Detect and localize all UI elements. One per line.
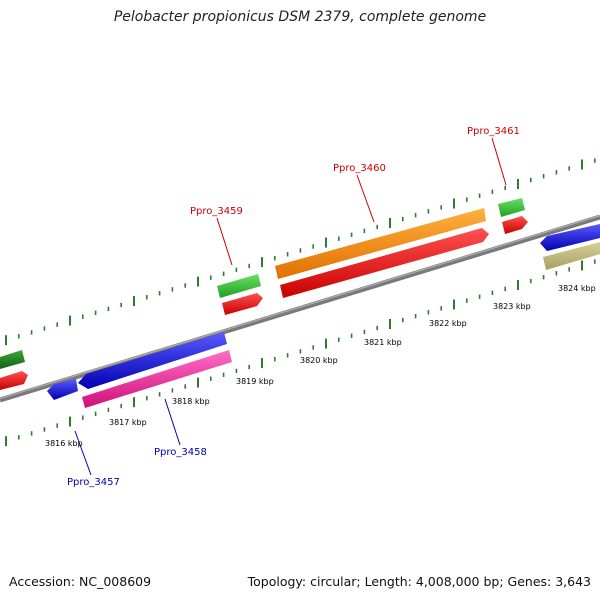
gene-feature-Ppro_3460[interactable] [275, 208, 486, 279]
coord-label-3818: 3818 kbp [172, 397, 210, 406]
coord-label-3824: 3824 kbp [558, 284, 596, 293]
gene-partial-right-khaki [543, 242, 600, 270]
gene-label-Ppro_3460[interactable]: Ppro_3460 [333, 163, 386, 174]
gene-label-Ppro_3457[interactable]: Ppro_3457 [67, 477, 120, 488]
gene-feature-Ppro_3457[interactable] [47, 379, 78, 400]
coord-label-3821: 3821 kbp [364, 338, 402, 347]
leader-line-Ppro_3459 [216, 217, 233, 266]
gene-feature-Ppro_3458[interactable] [82, 350, 232, 408]
genome-backbone [0, 214, 600, 403]
genome-backbone-highlight [0, 215, 600, 400]
gene-feature-Ppro_3459-red [222, 293, 263, 315]
gene-label-Ppro_3459[interactable]: Ppro_3459 [190, 206, 243, 217]
gene-feature-Ppro_3461-red [502, 216, 528, 234]
leader-line-Ppro_3457 [74, 430, 92, 476]
coord-label-3819: 3819 kbp [236, 377, 274, 386]
accession-text: Accession: NC_008609 [9, 574, 152, 589]
ruler-ticks-upper [5, 158, 596, 346]
ruler-ticks-lower [5, 259, 596, 447]
gene-label-Ppro_3458[interactable]: Ppro_3458 [154, 447, 207, 458]
coord-label-3820: 3820 kbp [300, 356, 338, 365]
gene-feature-Ppro_3459[interactable] [217, 274, 261, 298]
gene-partial-left-red [0, 371, 28, 390]
gene-partial-left-green [0, 350, 25, 369]
genome-title: Pelobacter propionicus DSM 2379, complet… [113, 9, 487, 25]
genome-summary-text: Topology: circular; Length: 4,008,000 bp… [247, 574, 591, 589]
gene-feature-Ppro_3460-red [280, 228, 489, 298]
gene-feature-blue-long[interactable] [78, 332, 227, 389]
leader-line-Ppro_3460 [356, 174, 375, 223]
coord-label-3822: 3822 kbp [429, 319, 467, 328]
leader-line-Ppro_3458 [164, 398, 181, 446]
gene-label-Ppro_3461[interactable]: Ppro_3461 [467, 126, 520, 137]
coord-label-3817: 3817 kbp [109, 418, 147, 427]
leader-line-Ppro_3461 [491, 137, 507, 186]
coord-label-3823: 3823 kbp [493, 302, 531, 311]
gene-partial-right-blue [540, 224, 600, 251]
coord-label-3816: 3816 kbp [45, 439, 83, 448]
gene-feature-Ppro_3461[interactable] [498, 198, 525, 217]
